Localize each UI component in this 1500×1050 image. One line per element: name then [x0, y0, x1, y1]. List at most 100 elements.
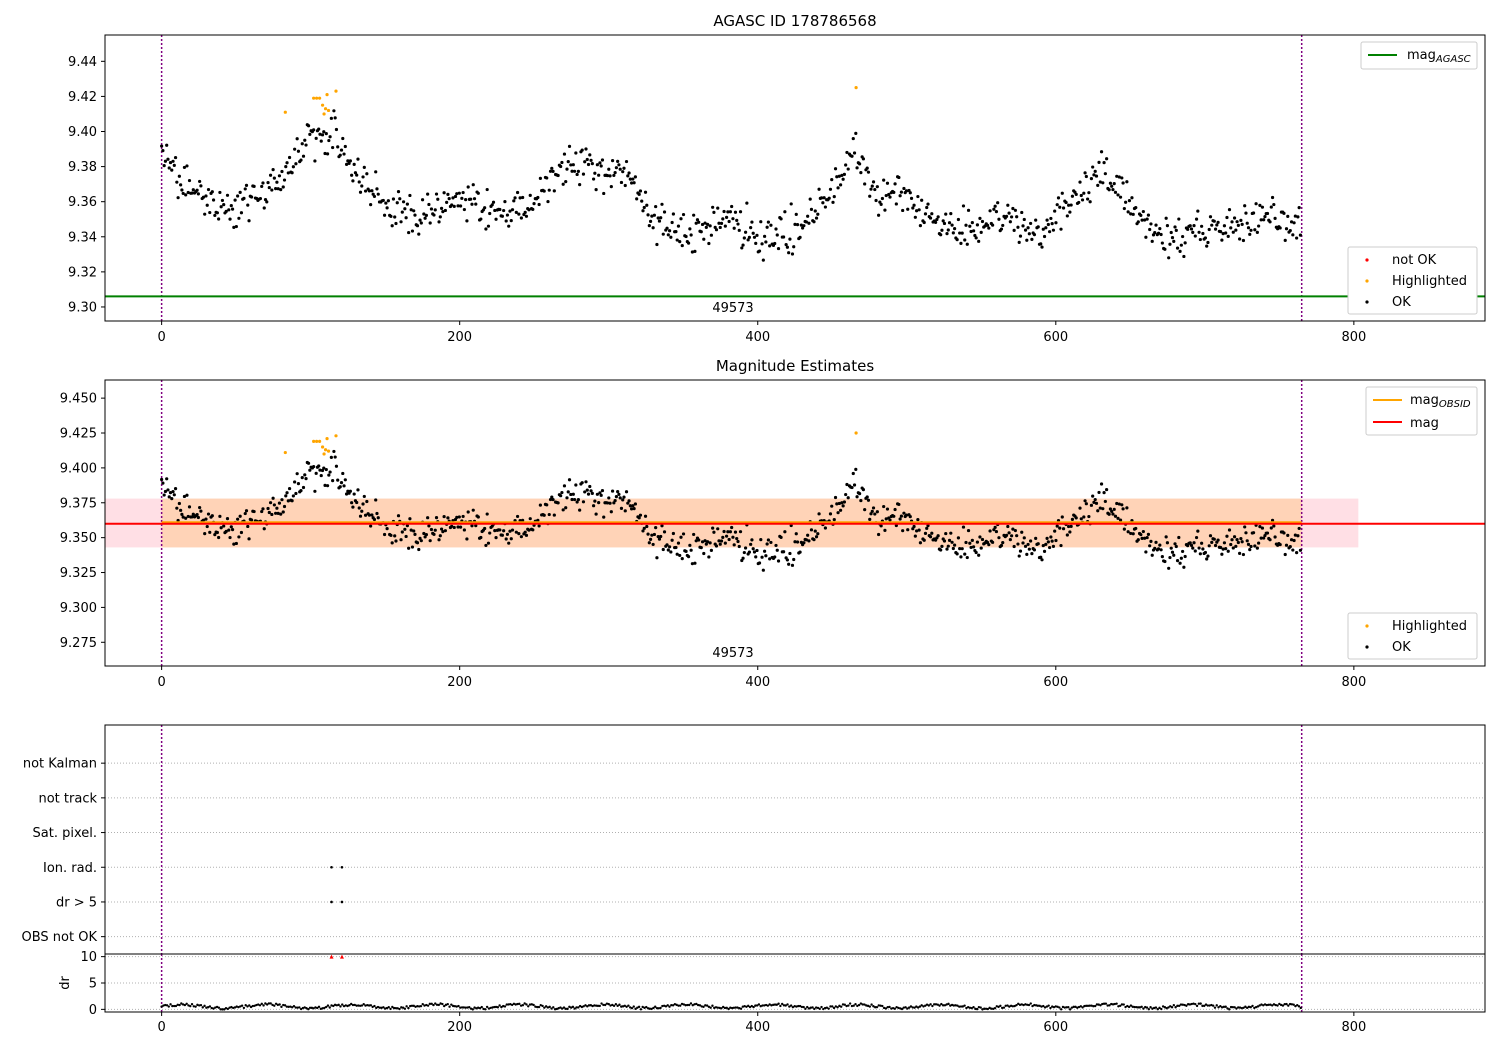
dr-point — [841, 1003, 845, 1006]
flag-point — [340, 900, 344, 904]
ok-point — [654, 525, 658, 530]
xtick-label: 400 — [745, 330, 770, 345]
dr-point — [172, 1004, 176, 1008]
dr-point — [468, 1005, 471, 1009]
ok-point — [735, 218, 739, 222]
dr-point — [1145, 1006, 1149, 1009]
ok-point — [569, 492, 573, 497]
ok-point — [656, 216, 660, 220]
dr-point — [535, 1005, 539, 1009]
ok-point — [817, 187, 821, 191]
ok-point — [1244, 211, 1248, 215]
ok-point — [300, 476, 304, 480]
ok-point — [946, 228, 950, 232]
xtick-label: 0 — [157, 675, 165, 690]
ok-point — [839, 508, 843, 512]
dr-point — [1033, 1003, 1036, 1007]
ok-point — [1257, 541, 1261, 545]
ok-point — [1289, 538, 1294, 542]
ok-point — [166, 488, 170, 492]
dr-point — [1099, 1004, 1102, 1007]
dr-point — [273, 1004, 276, 1007]
ok-point — [494, 217, 498, 221]
ok-point — [1120, 176, 1124, 180]
ok-point — [632, 507, 636, 511]
ok-point — [996, 201, 1000, 205]
ok-point — [646, 532, 650, 536]
ok-point — [470, 524, 474, 528]
ytick-label: 9.300 — [60, 601, 97, 616]
dr-point — [843, 1003, 846, 1006]
ok-point — [866, 498, 871, 502]
ok-point — [716, 527, 720, 531]
ok-point — [408, 517, 412, 521]
ok-point — [807, 539, 811, 543]
ok-point — [846, 496, 850, 500]
dr-point — [1036, 1004, 1040, 1007]
dr-point — [396, 1007, 399, 1010]
dr-point — [371, 1005, 374, 1009]
ok-point — [389, 533, 393, 537]
ok-point — [215, 211, 219, 215]
ok-point — [308, 132, 312, 136]
ok-point — [939, 548, 943, 552]
dr-point — [1240, 1006, 1243, 1010]
ok-point — [488, 211, 492, 216]
ok-point — [868, 517, 872, 521]
ok-point — [831, 200, 835, 204]
dr-point — [900, 1007, 904, 1011]
ok-point — [750, 220, 754, 224]
ok-point — [787, 562, 791, 566]
dr-point — [1270, 1004, 1274, 1007]
ok-point — [566, 490, 570, 494]
ok-point — [953, 543, 957, 547]
ok-point — [399, 220, 403, 224]
ok-point — [434, 192, 439, 196]
ok-point — [650, 214, 654, 218]
ytick-label: 9.400 — [60, 461, 97, 476]
dr-point — [507, 1003, 510, 1006]
ok-point — [779, 535, 783, 539]
dr-point — [714, 1006, 718, 1009]
ok-point — [754, 241, 758, 245]
ok-point — [738, 530, 743, 534]
ok-point — [258, 196, 263, 201]
ok-point — [642, 526, 646, 530]
dr-point — [959, 1005, 963, 1008]
ok-point — [1207, 544, 1211, 548]
ok-point — [180, 188, 184, 192]
ok-point — [1212, 537, 1216, 541]
ok-point — [502, 529, 506, 533]
dr-point — [931, 1004, 934, 1008]
ok-point — [610, 489, 615, 493]
ok-point — [167, 166, 171, 170]
panel-magnitude-estimates: 0 200 400 600 8009.2759.3009.3259.3509.3759.… — [60, 357, 1486, 690]
ok-point — [940, 228, 944, 232]
ok-point — [648, 537, 653, 541]
ok-point — [714, 544, 719, 548]
ok-point — [385, 527, 389, 531]
dr-point — [1226, 1007, 1229, 1010]
ok-point — [556, 501, 560, 505]
flag-point — [330, 865, 333, 869]
ok-point — [865, 495, 869, 499]
ok-point — [181, 515, 185, 519]
ok-point — [918, 541, 923, 545]
ok-point — [339, 148, 344, 152]
dr-point — [788, 1005, 791, 1008]
ok-point — [1092, 500, 1096, 504]
ok-point — [185, 493, 189, 497]
panel4-background — [105, 954, 1485, 1012]
ok-point — [647, 541, 651, 545]
ok-point — [162, 164, 166, 168]
ok-point — [645, 524, 649, 529]
ok-point — [239, 530, 244, 535]
dr-point — [183, 1003, 187, 1007]
ok-point — [1269, 526, 1273, 530]
ok-point — [992, 528, 996, 532]
ok-point — [550, 166, 554, 170]
ok-point — [741, 556, 745, 560]
flag-point — [330, 900, 333, 904]
ok-point — [455, 515, 459, 519]
ok-point — [600, 488, 605, 493]
